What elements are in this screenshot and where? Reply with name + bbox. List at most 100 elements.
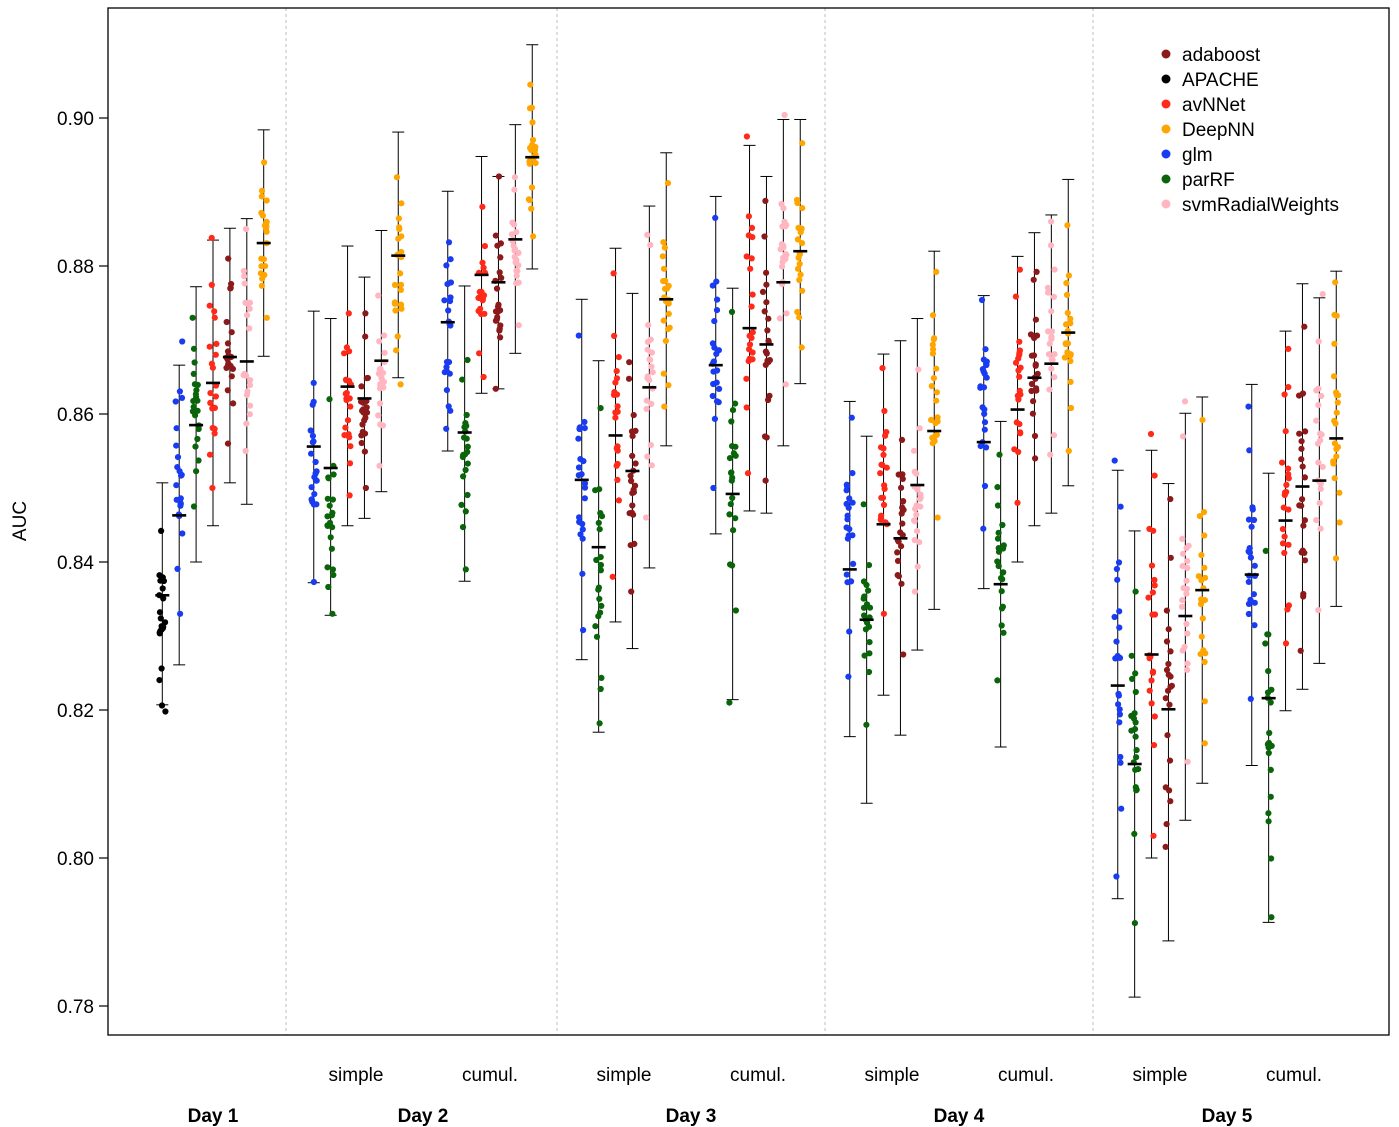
legend-label: adaboost xyxy=(1182,45,1261,66)
data-point xyxy=(177,495,184,502)
data-point xyxy=(575,472,582,479)
legend-marker xyxy=(1161,49,1171,59)
model-group-parrf xyxy=(457,285,472,582)
data-point xyxy=(1049,357,1056,364)
data-point xyxy=(898,510,905,517)
data-point xyxy=(761,433,769,440)
data-point xyxy=(225,255,232,262)
data-point xyxy=(865,668,873,676)
data-point xyxy=(644,375,651,382)
data-point xyxy=(728,308,736,315)
data-point xyxy=(843,481,850,488)
data-point xyxy=(1016,266,1024,273)
data-point xyxy=(1032,361,1039,368)
legend-marker xyxy=(1161,99,1171,109)
model-group-glm xyxy=(708,195,723,535)
subgroup-label: cumul. xyxy=(462,1065,518,1086)
data-point xyxy=(712,214,719,221)
data-point xyxy=(1163,607,1170,614)
data-point xyxy=(172,398,179,405)
data-point xyxy=(1063,280,1070,287)
data-point xyxy=(732,607,740,614)
data-point xyxy=(796,260,803,267)
data-point xyxy=(596,720,603,727)
model-group-avnnet xyxy=(742,133,757,512)
data-point xyxy=(662,277,669,284)
data-point xyxy=(532,160,539,167)
data-point xyxy=(994,558,1001,565)
data-point xyxy=(613,444,621,451)
data-point xyxy=(1065,447,1072,455)
data-point xyxy=(844,535,852,542)
data-point xyxy=(994,677,1001,684)
data-point xyxy=(346,460,354,467)
data-point xyxy=(647,442,655,449)
data-point xyxy=(194,381,201,388)
data-point xyxy=(173,482,180,489)
data-point xyxy=(362,310,369,317)
data-point xyxy=(260,256,267,263)
model-group-adaboost xyxy=(222,227,237,484)
data-point xyxy=(659,253,666,260)
data-point xyxy=(1265,749,1272,757)
data-point xyxy=(258,282,265,289)
data-point xyxy=(762,477,769,484)
data-point xyxy=(528,184,536,191)
data-point xyxy=(863,601,871,608)
data-point xyxy=(463,411,470,419)
data-point xyxy=(1267,699,1274,706)
data-point xyxy=(1199,596,1206,604)
data-point xyxy=(1167,683,1174,691)
y-tick-label: 0.84 xyxy=(57,553,94,574)
data-point xyxy=(895,538,902,545)
data-point xyxy=(158,665,165,672)
data-point xyxy=(762,197,769,204)
data-point xyxy=(1267,793,1274,800)
data-point xyxy=(999,521,1006,529)
model-group-glm xyxy=(842,400,857,738)
data-point xyxy=(493,285,501,292)
data-point xyxy=(576,514,583,521)
data-point xyxy=(729,494,736,501)
day-label: Day 5 xyxy=(1202,1106,1253,1127)
data-point xyxy=(1201,698,1208,705)
data-point xyxy=(1333,445,1340,453)
data-point xyxy=(462,566,469,573)
data-point xyxy=(932,419,939,427)
data-point xyxy=(228,373,235,380)
data-point xyxy=(915,366,922,373)
data-point xyxy=(515,322,522,329)
data-point xyxy=(894,549,901,556)
model-group-avnnet xyxy=(608,247,623,623)
data-point xyxy=(598,602,605,610)
data-point xyxy=(575,332,582,339)
data-point xyxy=(527,144,534,152)
data-point xyxy=(645,322,652,329)
model-group-adaboost xyxy=(759,175,774,514)
data-point xyxy=(1151,576,1158,584)
data-point xyxy=(1319,291,1326,298)
subgroup-label: simple xyxy=(1133,1065,1188,1086)
data-point xyxy=(779,263,786,270)
data-point xyxy=(1149,669,1156,676)
data-point xyxy=(899,520,906,527)
data-point xyxy=(391,299,398,306)
data-point xyxy=(592,623,599,630)
legend-label: parRF xyxy=(1182,170,1235,191)
data-point xyxy=(240,267,247,275)
data-point xyxy=(728,418,735,425)
data-point xyxy=(493,316,500,323)
data-point xyxy=(174,565,181,573)
model-group-parrf xyxy=(1261,472,1276,923)
data-point xyxy=(1167,496,1174,503)
data-point xyxy=(361,417,368,424)
y-tick-label: 0.86 xyxy=(57,405,94,426)
data-point xyxy=(261,222,268,229)
data-point xyxy=(994,484,1001,491)
data-point xyxy=(980,525,987,532)
data-point xyxy=(1044,284,1051,291)
model-group-avnnet xyxy=(1144,430,1159,859)
data-point xyxy=(360,409,367,416)
data-point xyxy=(209,364,216,371)
data-point xyxy=(511,253,518,260)
